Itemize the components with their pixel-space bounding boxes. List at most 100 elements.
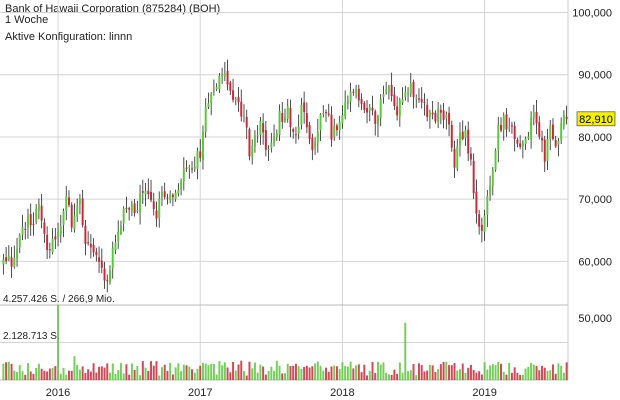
volume-bar — [226, 367, 229, 380]
candle-body — [133, 203, 136, 214]
price-tick-label: 90,000 — [578, 70, 612, 82]
candle-body — [396, 106, 399, 116]
volume-bar — [505, 374, 508, 380]
volume-bar — [319, 365, 322, 380]
candle-body — [278, 111, 281, 136]
volume-bar — [125, 364, 128, 380]
volume-bar — [543, 367, 546, 380]
volume-bar — [111, 363, 114, 380]
volume-bar — [448, 365, 451, 380]
candle-body — [355, 89, 358, 94]
volume-bar — [152, 365, 155, 380]
candle-body — [270, 142, 273, 149]
volume-bar — [35, 367, 38, 380]
candle-body — [543, 139, 546, 162]
candle-body — [87, 242, 90, 244]
volume-bar — [467, 367, 470, 380]
volume-bar — [554, 373, 557, 380]
volume-bar — [163, 364, 166, 380]
candle-body — [141, 191, 144, 193]
volume-bar — [305, 365, 308, 380]
volume-bar — [327, 371, 330, 380]
volume-bar — [442, 361, 445, 380]
volume-bar — [240, 360, 243, 380]
volume-bar — [51, 367, 54, 380]
volume-bar — [483, 362, 486, 380]
volume-bar — [204, 363, 207, 380]
candle-body — [442, 110, 445, 120]
candle-body — [478, 214, 481, 227]
candle-body — [122, 208, 125, 224]
volume-bar — [461, 363, 464, 380]
candle-body — [286, 106, 289, 119]
candle-body — [300, 104, 303, 125]
candle-body — [461, 131, 464, 140]
candle-body — [505, 114, 508, 130]
volume-bar — [70, 370, 73, 380]
candle-body — [346, 100, 349, 105]
candle-body — [469, 153, 472, 160]
candle-body — [2, 259, 5, 265]
candle-body — [177, 189, 180, 194]
candle-body — [398, 100, 401, 117]
candle-body — [510, 125, 513, 127]
candle-body — [409, 83, 412, 94]
volume-bar — [497, 361, 500, 380]
volume-bar — [535, 365, 538, 380]
volume-bar — [500, 363, 502, 380]
candle-body — [538, 122, 541, 137]
volume-bar — [237, 364, 240, 380]
volume-bar — [89, 371, 92, 380]
candle-body — [35, 208, 38, 222]
volume-bar — [322, 370, 325, 380]
volume-bar — [62, 367, 65, 380]
candle-body — [464, 129, 467, 138]
candle-body — [169, 193, 172, 201]
candle-body — [139, 193, 142, 213]
volume-bar — [527, 366, 530, 380]
volume-bar — [267, 370, 270, 380]
volume-bar — [382, 362, 385, 380]
volume-bar — [48, 368, 51, 380]
candle-body — [78, 199, 81, 204]
volume-bar — [73, 356, 76, 380]
candle-body — [428, 112, 431, 118]
candle-body — [119, 225, 122, 234]
candle-body — [459, 132, 461, 146]
volume-bar — [232, 362, 235, 380]
volume-bar — [281, 373, 284, 380]
candle-body — [521, 142, 524, 147]
volume-bar — [532, 364, 535, 380]
volume-bar — [103, 367, 106, 380]
candle-body — [68, 197, 70, 205]
volume-bar — [551, 364, 554, 380]
candle-body — [417, 98, 420, 100]
volume-bar — [155, 361, 158, 380]
volume-bar — [16, 372, 19, 380]
volume-bar — [314, 363, 317, 380]
candle-body — [117, 232, 120, 242]
volume-bar — [185, 365, 188, 380]
volume-bar — [199, 365, 202, 380]
candle-body — [174, 192, 177, 200]
candle-body — [171, 194, 174, 198]
volume-bar — [57, 305, 60, 380]
volume-bar — [92, 363, 95, 380]
active-configuration: Aktive Konfiguration: linnn — [5, 31, 133, 43]
volume-bar — [560, 365, 563, 380]
volume-bar — [480, 374, 483, 380]
candle-body — [292, 129, 295, 132]
volume-bar — [188, 366, 191, 380]
candle-body — [456, 146, 459, 169]
candle-body — [363, 103, 366, 110]
volume-tick-label: 50,000 — [578, 313, 612, 325]
candle-body — [150, 192, 153, 201]
volume-bar — [84, 373, 87, 380]
candle-body — [376, 116, 379, 126]
volume-bar — [114, 374, 117, 380]
volume-bar — [117, 370, 120, 380]
candle-body — [524, 138, 527, 145]
candle-body — [314, 141, 317, 149]
volume-bar — [109, 372, 111, 380]
candle-body — [128, 208, 131, 210]
